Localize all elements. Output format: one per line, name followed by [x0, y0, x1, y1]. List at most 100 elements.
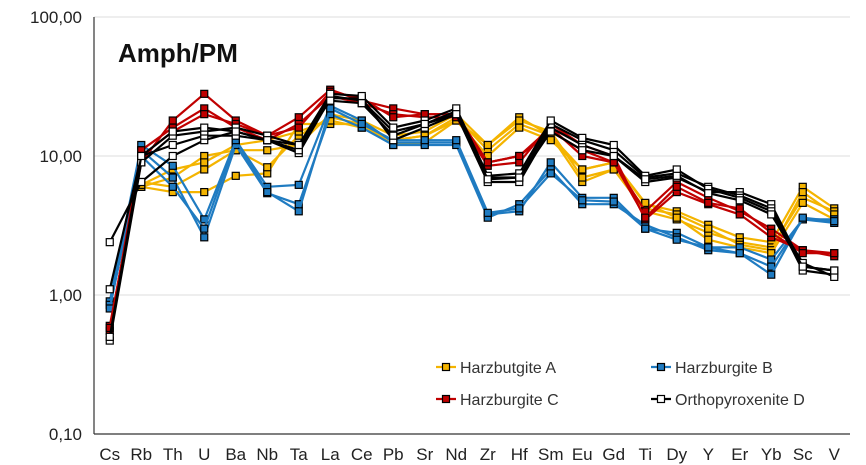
series-line — [108, 88, 835, 327]
data-point — [294, 113, 303, 122]
data-point — [389, 123, 398, 132]
data-point — [704, 243, 713, 252]
data-point — [483, 158, 492, 167]
x-tick-label: Er — [731, 445, 748, 464]
data-point — [483, 208, 492, 217]
data-point — [735, 204, 744, 213]
data-point — [263, 163, 272, 172]
data-point — [326, 104, 335, 113]
x-tick-label: Hf — [511, 445, 528, 464]
data-point — [231, 171, 240, 180]
data-point — [546, 116, 555, 125]
data-point — [609, 140, 618, 150]
data-point — [515, 123, 524, 132]
data-point — [735, 249, 744, 258]
y-tick-label: 0,10 — [49, 425, 82, 444]
data-point — [294, 180, 303, 189]
y-tick-label: 10,00 — [39, 147, 82, 166]
x-tick-label: Rb — [130, 445, 152, 464]
data-point — [200, 165, 209, 174]
data-point — [578, 196, 587, 205]
x-tick-label: Ba — [225, 445, 246, 464]
data-point — [704, 235, 713, 244]
data-point — [294, 207, 303, 216]
legend-label: Harzbutgite A — [460, 360, 556, 377]
data-point — [357, 91, 366, 101]
legend-label: Orthopyroxenite D — [675, 392, 805, 409]
data-point — [200, 89, 209, 98]
data-point — [798, 249, 807, 258]
data-point — [263, 187, 272, 197]
data-point — [263, 146, 272, 155]
series-harzburgite-b — [105, 101, 839, 313]
data-point — [735, 196, 744, 205]
data-point — [609, 151, 618, 161]
data-point — [798, 262, 807, 271]
data-point — [389, 131, 398, 140]
data-point — [798, 187, 807, 197]
data-point — [105, 285, 114, 294]
data-point — [357, 99, 366, 108]
legend: Harzbutgite A Harzburgite B Harzburgite C O… — [436, 360, 805, 409]
data-point — [168, 116, 177, 125]
data-point — [231, 127, 240, 136]
data-point — [168, 173, 177, 182]
data-point — [515, 151, 524, 161]
data-point — [672, 171, 681, 180]
data-point — [578, 165, 587, 174]
data-point — [641, 175, 650, 184]
data-point — [546, 158, 555, 167]
x-tick-label: Sm — [538, 445, 564, 464]
data-point — [137, 151, 146, 161]
data-point — [263, 136, 272, 145]
data-point — [578, 133, 587, 142]
data-point — [515, 116, 524, 125]
data-point — [420, 119, 429, 129]
data-point — [546, 127, 555, 136]
data-point — [105, 238, 114, 247]
x-tick-label: La — [321, 445, 340, 464]
legend-item: Harzburgite B — [651, 360, 773, 377]
data-point — [672, 182, 681, 191]
data-point — [672, 235, 681, 244]
x-tick-label: Ti — [638, 445, 652, 464]
data-point — [168, 151, 177, 161]
data-point — [294, 140, 303, 150]
data-point — [294, 123, 303, 132]
data-point — [326, 89, 335, 98]
series-line — [108, 92, 835, 341]
data-point — [452, 110, 461, 119]
legend-label: Harzburgite B — [675, 360, 773, 377]
x-tick-label: Sc — [793, 445, 813, 464]
series-line — [108, 113, 835, 306]
y-tick-label: 100,00 — [30, 8, 82, 27]
series-layer — [105, 85, 839, 345]
data-point — [578, 146, 587, 155]
data-point — [168, 182, 177, 191]
data-point — [357, 119, 366, 129]
data-point — [609, 197, 618, 206]
data-point — [546, 169, 555, 178]
x-tick-label: Sr — [416, 445, 433, 464]
data-point — [578, 173, 587, 182]
x-tick-label: V — [829, 445, 841, 464]
data-point — [704, 224, 713, 233]
data-point — [798, 198, 807, 207]
data-point — [200, 224, 209, 233]
legend-item: Harzburgite C — [436, 392, 559, 409]
data-point — [546, 136, 555, 145]
data-point — [767, 210, 776, 219]
data-point — [515, 173, 524, 182]
legend-item: Harzbutgite A — [436, 360, 556, 377]
data-point — [641, 213, 650, 222]
x-tick-label: Dy — [666, 445, 687, 464]
data-point — [641, 224, 650, 233]
data-point — [641, 198, 650, 207]
data-point — [830, 217, 839, 226]
data-point — [168, 127, 177, 136]
data-point — [483, 140, 492, 150]
data-point — [515, 204, 524, 213]
data-point — [452, 136, 461, 145]
x-tick-label: Eu — [572, 445, 593, 464]
